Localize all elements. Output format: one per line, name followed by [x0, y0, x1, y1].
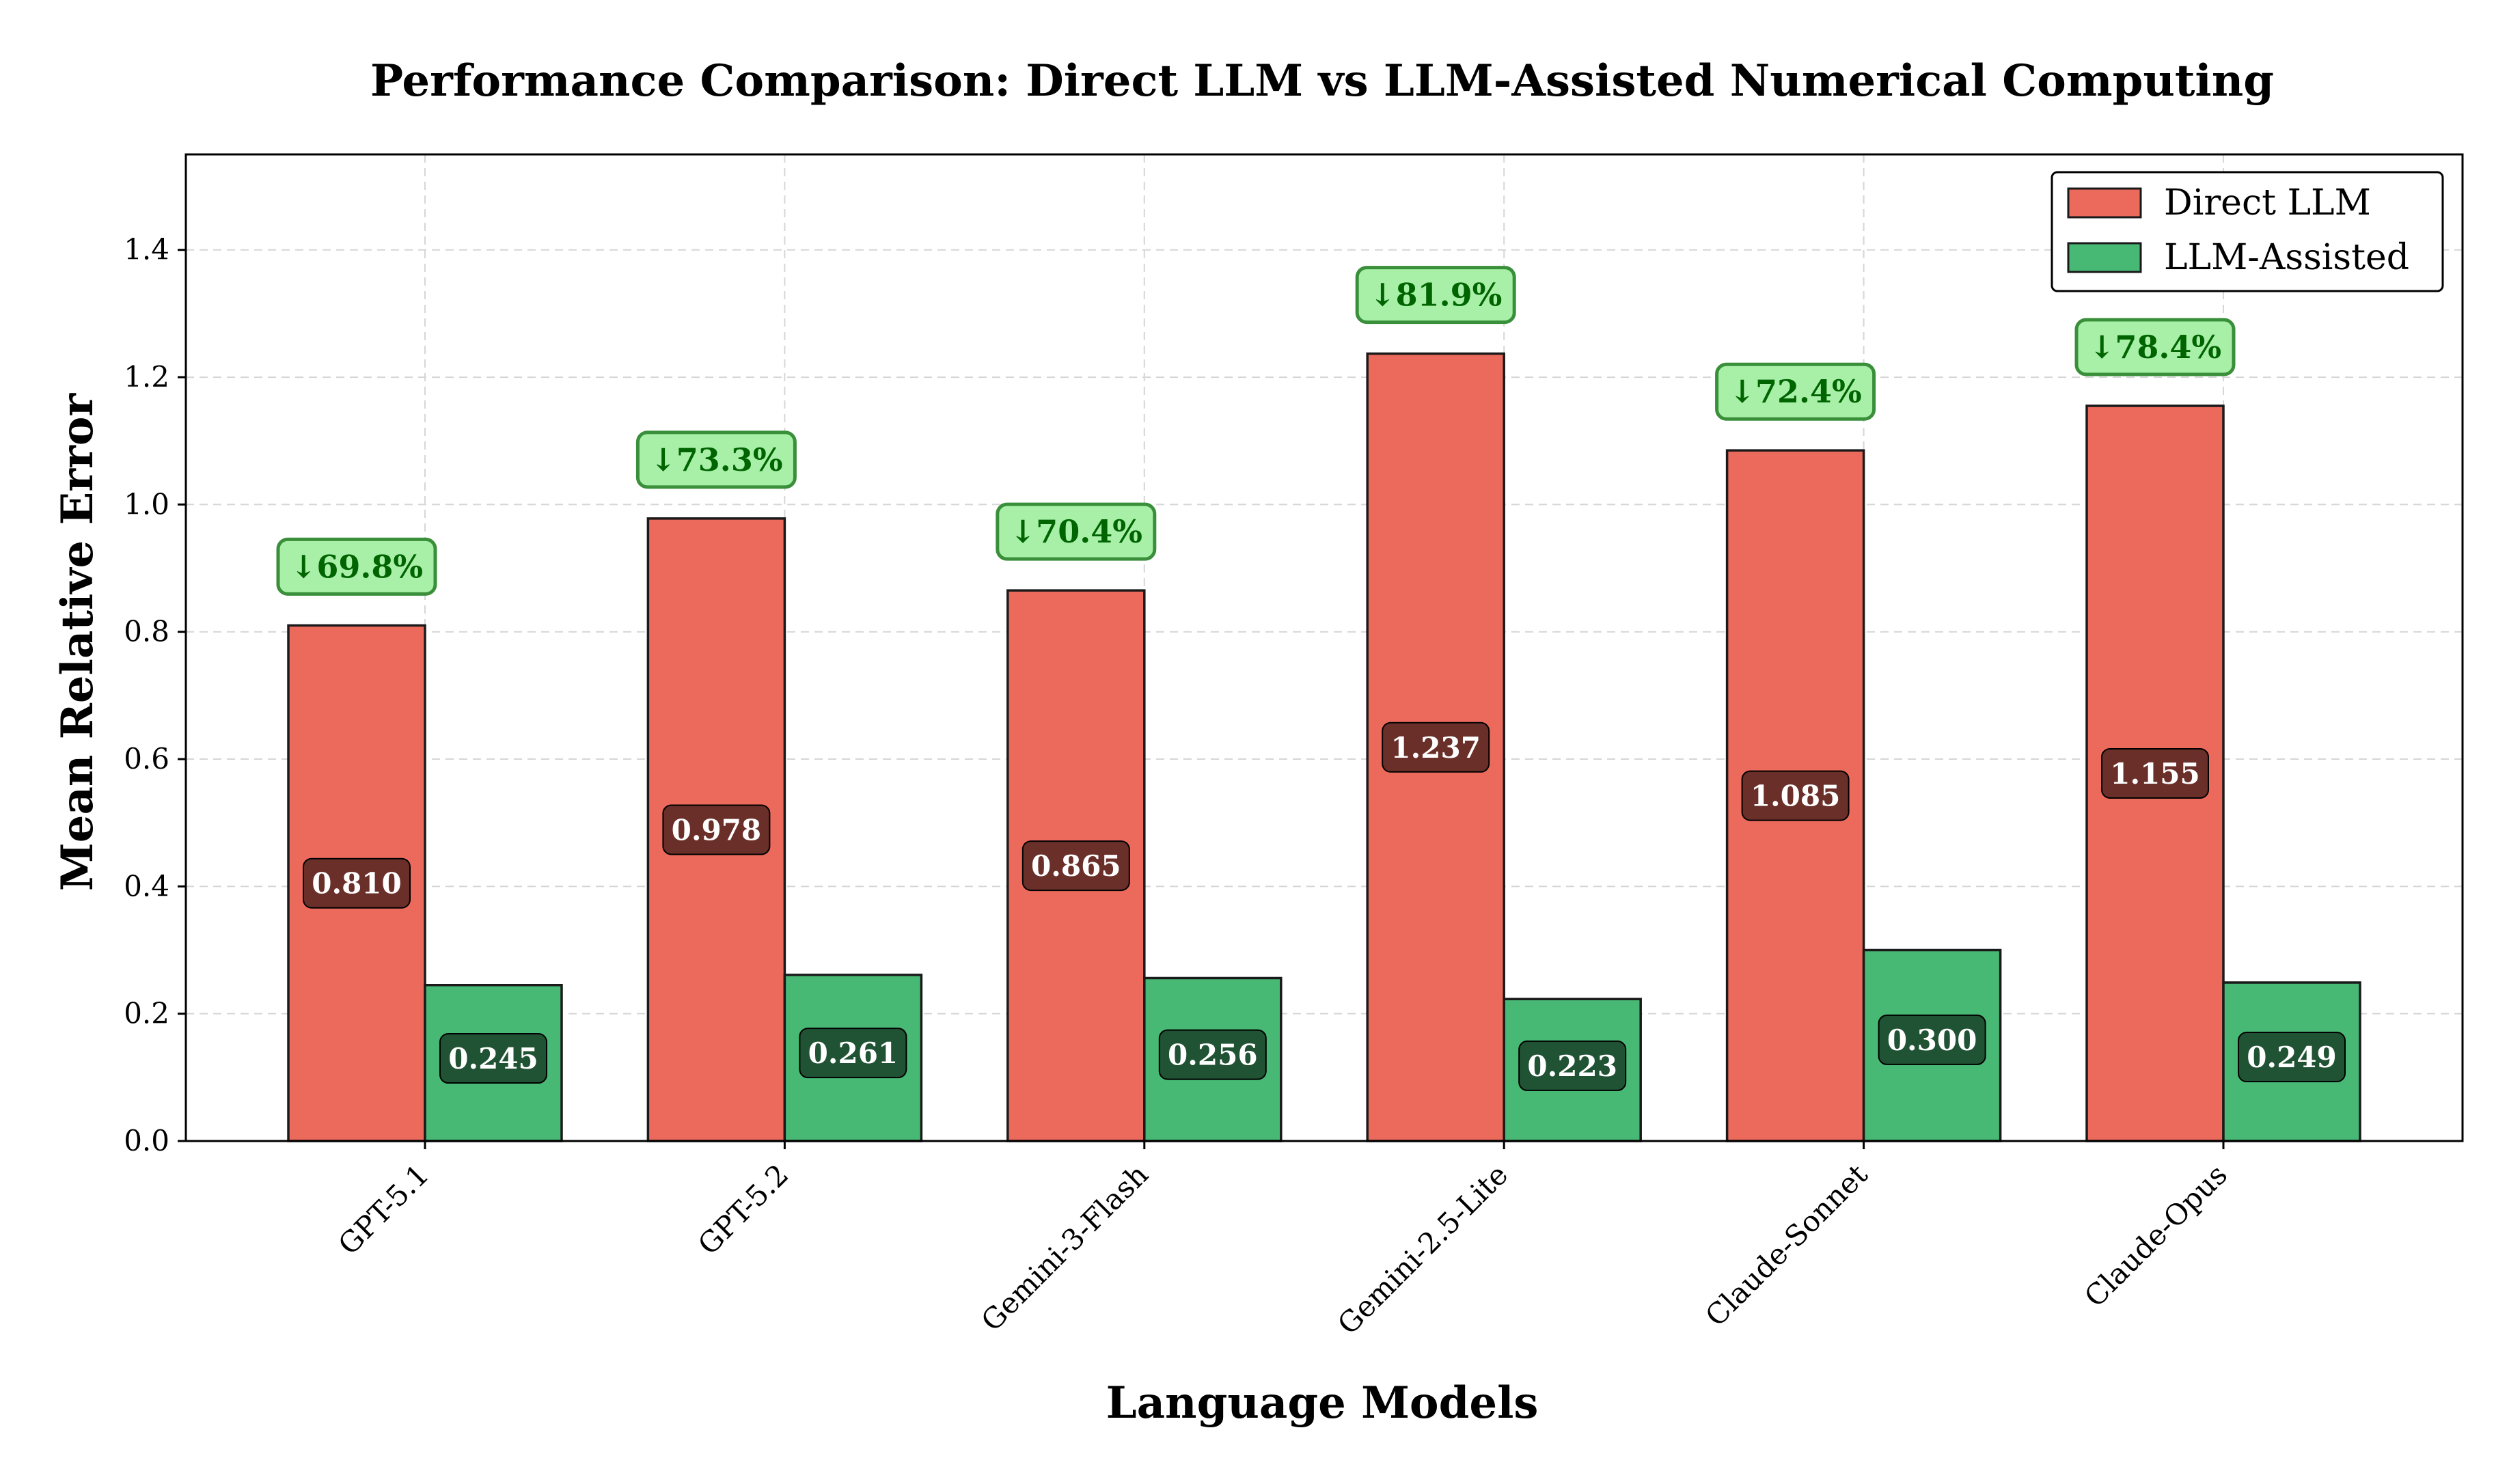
reduction-label: ↓73.3%	[650, 441, 782, 478]
value-label-box	[1158, 1029, 1267, 1080]
y-tick-label: 0.6	[124, 742, 169, 775]
y-tick-label: 0.8	[124, 615, 169, 648]
value-label: 0.865	[1031, 849, 1121, 883]
reduction-label: ↓72.4%	[1729, 373, 1861, 410]
legend-swatch	[2067, 242, 2142, 273]
plot-frame	[184, 153, 2464, 1142]
value-label: 0.300	[1887, 1023, 1977, 1057]
value-label-box	[2238, 1032, 2346, 1083]
value-label-box	[439, 1033, 547, 1084]
legend-entry: LLM-Assisted	[2164, 237, 2409, 278]
reduction-badge	[635, 430, 797, 489]
reduction-label: ↓69.8%	[290, 548, 423, 585]
reduction-badge	[2074, 318, 2236, 376]
y-tick-label: 1.0	[124, 487, 169, 521]
value-label-box	[303, 857, 411, 909]
legend-swatch	[2067, 187, 2142, 219]
legend: Direct LLM LLM-Assisted	[2051, 171, 2444, 292]
value-label-box	[1382, 722, 1490, 773]
value-label: 1.155	[2110, 757, 2200, 791]
y-tick-label: 1.4	[124, 233, 169, 266]
y-tick-label: 0.2	[124, 997, 169, 1030]
reduction-badge	[1715, 362, 1876, 421]
y-axis-label: Mean Relative Error	[52, 393, 103, 892]
y-tick-label: 0.0	[124, 1124, 169, 1157]
value-label-box	[1741, 770, 1850, 821]
value-label: 0.810	[312, 867, 402, 901]
label-layer: 0.810 0.978 0.865 1.237 1.085 1.155 0.245 0.261…	[276, 266, 2346, 1091]
reduction-badge	[276, 537, 437, 596]
y-tick-label: 0.4	[124, 869, 169, 903]
value-label-box	[1022, 840, 1130, 892]
reduction-badge	[996, 502, 1157, 561]
reduction-label: ↓70.4%	[1010, 513, 1142, 550]
value-label-box	[1878, 1014, 1986, 1065]
value-label: 0.223	[1527, 1049, 1617, 1083]
x-axis-label: Language Models	[1106, 1377, 1539, 1429]
value-label: 0.245	[448, 1042, 538, 1075]
value-label-box	[662, 804, 771, 855]
value-label-box	[2101, 747, 2209, 799]
value-label: 1.237	[1390, 731, 1481, 765]
value-label: 0.261	[808, 1036, 899, 1070]
chart-title: Performance Comparison: Direct LLM vs LL…	[370, 55, 2274, 107]
reduction-badge	[1355, 266, 1516, 325]
value-label: 0.256	[1168, 1039, 1258, 1072]
reduction-label: ↓81.9%	[1369, 277, 1502, 314]
y-tick-label: 1.2	[124, 360, 169, 394]
value-label: 1.085	[1751, 780, 1841, 813]
legend-entry: Direct LLM	[2164, 182, 2371, 223]
value-label: 0.249	[2247, 1041, 2337, 1074]
legend-box	[2051, 171, 2444, 292]
value-label-box	[1518, 1040, 1627, 1091]
value-label-box	[799, 1028, 907, 1079]
value-label: 0.978	[672, 813, 762, 847]
reduction-label: ↓78.4%	[2089, 329, 2221, 366]
